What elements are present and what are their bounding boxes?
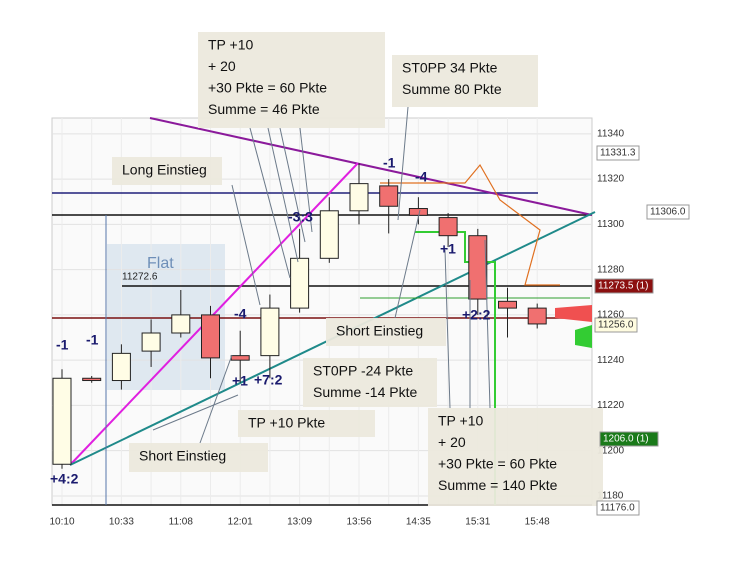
annotation-text: + 20 <box>208 58 236 74</box>
signal-label: -4 <box>234 306 247 322</box>
signal-label: +1 <box>232 373 248 389</box>
x-tick-label: 10:10 <box>49 517 74 528</box>
signal-label: -1 <box>383 155 396 171</box>
x-tick-label: 14:35 <box>406 517 431 528</box>
price-label-box <box>594 317 638 333</box>
x-tick-label: 12:01 <box>228 517 253 528</box>
price-label: 11306.0 <box>650 207 686 218</box>
candle-body <box>468 235 488 300</box>
price-label: 1206.0 (1) <box>603 434 649 445</box>
price-label: 11176.0 <box>600 503 635 514</box>
connectors <box>152 106 491 444</box>
price-label-box <box>596 500 640 516</box>
x-tick-label: 13:56 <box>346 517 371 528</box>
volume-profile <box>575 325 592 348</box>
annotation-text: Summe -14 Pkte <box>313 384 417 400</box>
signal-label: +2:2 <box>462 307 491 323</box>
candle-body <box>260 307 280 357</box>
annotation-text: Summe 80 Pkte <box>402 81 502 97</box>
y-tick-label: 11200 <box>597 445 625 456</box>
y-tick-label: 11180 <box>597 491 624 502</box>
annotation-box <box>326 318 446 346</box>
annotation-box <box>428 408 603 506</box>
signal-label: -3:3 <box>288 209 313 225</box>
candle-body <box>171 314 191 334</box>
x-tick-label: 10:33 <box>109 517 134 528</box>
price-label-box <box>646 204 690 220</box>
candle-body <box>82 377 102 382</box>
price-label: 11273.5 (1) <box>598 281 648 292</box>
candle-body <box>230 355 250 361</box>
price-label: 11331.3 <box>600 148 636 159</box>
annotation-box <box>392 55 538 107</box>
candle-body <box>498 300 517 309</box>
price-label-box <box>594 278 654 294</box>
candle-body <box>408 208 428 216</box>
candle-body <box>52 377 72 465</box>
price-label-box <box>599 431 659 447</box>
price-label-box <box>596 145 640 161</box>
annotation-box <box>303 358 437 407</box>
candle-body <box>319 210 339 259</box>
annotation-text: Short Einstieg <box>336 323 423 339</box>
candle-body <box>290 257 310 309</box>
signal-label: +7:2 <box>254 372 283 388</box>
trend-line <box>149 117 593 216</box>
annotation-text: Summe = 46 Pkte <box>208 101 320 117</box>
annotation-text: TP +10 Pkte <box>248 415 325 431</box>
annotation-text: +30 Pkte = 60 Pkte <box>208 80 327 96</box>
y-tick-label: 11320 <box>597 174 625 185</box>
candle-body <box>438 217 458 237</box>
annotation-text: Short Einstieg <box>139 448 226 464</box>
annotation-box <box>112 157 222 185</box>
annotation-box <box>238 410 375 437</box>
annotation-box <box>198 32 385 128</box>
y-tick-label: 11280 <box>597 264 625 275</box>
y-tick-label: 11240 <box>597 355 625 366</box>
annotation-text: TP +10 <box>208 37 253 53</box>
candle-body <box>111 352 131 382</box>
y-tick-label: 11260 <box>597 310 625 321</box>
annotation-text: ST0PP -24 Pkte <box>313 363 413 379</box>
candle-body <box>141 332 161 352</box>
x-tick-label: 13:09 <box>287 517 312 528</box>
y-tick-label: 11300 <box>597 219 625 230</box>
annotation-box <box>129 443 268 472</box>
x-tick-label: 15:48 <box>525 517 550 528</box>
annotation-text: Long Einstieg <box>122 162 207 178</box>
price-label: 11256.0 <box>598 320 634 331</box>
candle-body <box>349 183 369 212</box>
candle-body <box>379 185 399 207</box>
x-tick-label: 15:31 <box>465 517 490 528</box>
annotation-text: + 20 <box>438 434 466 450</box>
candle-body <box>201 314 220 359</box>
annotation-text: Summe = 140 Pkte <box>438 477 558 493</box>
y-tick-label: 11340 <box>597 128 625 139</box>
annotation-text: TP +10 <box>438 413 483 429</box>
annotation-text: +30 Pkte = 60 Pkte <box>438 456 557 472</box>
zone-label: Flat <box>147 255 174 272</box>
y-tick-label: 11220 <box>597 400 625 411</box>
signal-label: -1 <box>86 332 99 348</box>
x-tick-label: 11:08 <box>169 517 194 528</box>
annotation-text: ST0PP 34 Pkte <box>402 60 498 76</box>
signal-label: -4 <box>415 169 428 185</box>
signal-label: +4:2 <box>50 471 79 487</box>
volume-profile <box>555 305 592 322</box>
signal-label: -1 <box>56 337 69 353</box>
stop-line <box>380 163 560 286</box>
candle-body <box>527 307 547 325</box>
level-label: 11272.6 <box>122 272 158 283</box>
signal-label: +1 <box>440 241 456 257</box>
